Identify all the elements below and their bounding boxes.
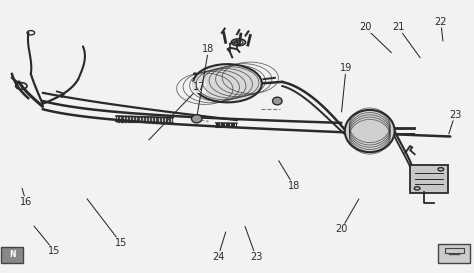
Ellipse shape (273, 97, 282, 105)
Text: 16: 16 (20, 197, 32, 207)
Text: 22: 22 (435, 17, 447, 27)
Text: 21: 21 (392, 22, 404, 32)
Text: 18: 18 (288, 181, 300, 191)
Text: 18: 18 (202, 44, 215, 54)
Text: 15: 15 (115, 238, 127, 248)
Text: 19: 19 (340, 63, 352, 73)
Ellipse shape (193, 64, 262, 102)
Text: N: N (9, 250, 16, 259)
Text: 17: 17 (193, 82, 205, 92)
Text: 23: 23 (250, 252, 262, 262)
FancyBboxPatch shape (410, 165, 448, 193)
Text: 20: 20 (359, 22, 371, 32)
FancyBboxPatch shape (1, 247, 23, 263)
Text: 20: 20 (335, 224, 347, 234)
Ellipse shape (345, 110, 394, 152)
Text: 24: 24 (212, 252, 224, 262)
Text: 15: 15 (48, 246, 61, 256)
FancyBboxPatch shape (438, 244, 470, 263)
Text: 23: 23 (449, 110, 461, 120)
Ellipse shape (191, 115, 202, 123)
